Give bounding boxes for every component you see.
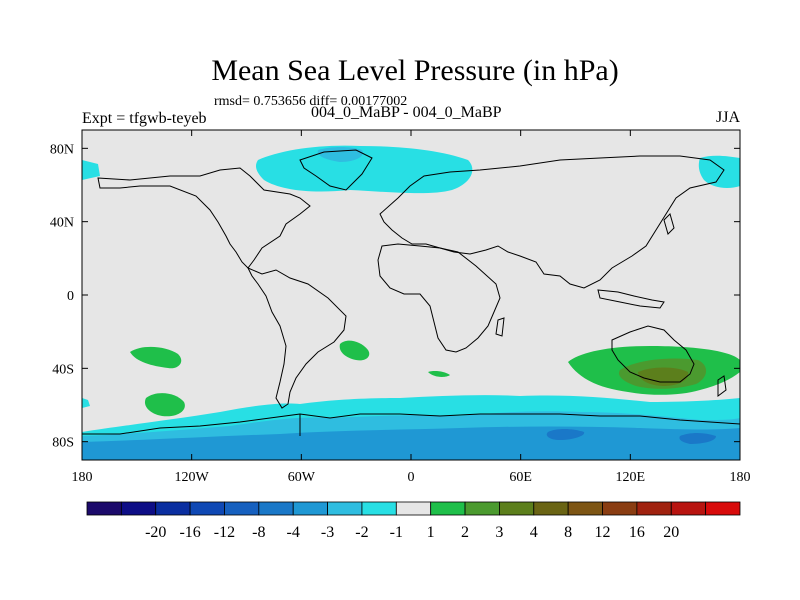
colorbar-swatch — [120, 501, 157, 516]
colorbar-label: -4 — [287, 524, 300, 541]
colorbar-swatch — [224, 501, 260, 516]
colorbar-swatch — [567, 501, 603, 516]
colorbar-label: 12 — [595, 524, 611, 541]
colorbar-label: 2 — [461, 524, 469, 541]
colorbar-swatch — [533, 501, 569, 516]
y-tick-label: 80N — [50, 142, 74, 157]
colorbar-label: -2 — [355, 524, 368, 541]
colorbar-label: 4 — [530, 524, 538, 541]
x-tick-label: 60W — [288, 470, 316, 485]
x-tick-label: 60E — [509, 470, 532, 485]
region-south-atlantic-positive — [339, 340, 370, 361]
region-antarctic-deep-patch — [679, 433, 716, 444]
colorbar-label: 3 — [495, 524, 503, 541]
region-south-pacific-positive-b — [144, 393, 185, 417]
x-axis: 180 120W 60W 0 60E 120E 180 — [72, 130, 751, 485]
y-tick-label: 40N — [50, 216, 74, 231]
y-tick-label: 0 — [67, 289, 74, 304]
colorbar-swatch — [258, 501, 294, 516]
colorbar-swatch — [636, 501, 672, 516]
x-tick-label: 120W — [175, 470, 210, 485]
colorbar-swatch — [155, 501, 191, 516]
region-bering-negative — [82, 160, 100, 180]
colorbar-swatch — [705, 501, 741, 516]
x-tick-label: 180 — [730, 470, 751, 485]
colorbar-swatch — [361, 501, 397, 516]
colorbar-swatch — [395, 501, 432, 516]
region-south-pacific-positive-a — [130, 346, 182, 369]
colorbar-label: 20 — [663, 524, 679, 541]
colorbar-swatch — [464, 501, 500, 516]
map-area — [82, 130, 740, 460]
y-tick-label: 40S — [52, 362, 74, 377]
colorbar: -20 -16 -12 -8 -4 -3 -2 -1 1 2 3 4 8 12 16 20 — [86, 501, 741, 541]
region-australia-inner — [638, 367, 689, 386]
x-tick-label: 120E — [616, 470, 646, 485]
colorbar-label: 1 — [427, 524, 435, 541]
experiment-difference-label: 004_0_MaBP - 004_0_MaBP — [311, 104, 502, 121]
colorbar-label: -20 — [145, 524, 166, 541]
colorbar-label: 16 — [629, 524, 645, 541]
region-arctic-negative — [256, 145, 473, 194]
region-greenland-sea-negative — [698, 155, 740, 188]
colorbar-swatch — [327, 501, 363, 516]
colorbar-swatch — [602, 501, 638, 516]
colorbar-label: -12 — [214, 524, 235, 541]
colorbar-label: -16 — [179, 524, 200, 541]
colorbar-label: -8 — [252, 524, 265, 541]
x-tick-label: 0 — [408, 470, 415, 485]
colorbar-swatch — [189, 501, 225, 516]
coastlines — [82, 149, 740, 436]
colorbar-swatch — [86, 501, 122, 516]
experiment-label: Expt = tfgwb-teyeb — [82, 110, 207, 127]
colorbar-swatch — [670, 501, 707, 516]
colorbar-swatch — [292, 501, 328, 516]
colorbar-label: 8 — [564, 524, 572, 541]
region-antarctic-deep-patch — [546, 429, 585, 440]
region-southern-ocean-negative — [82, 398, 90, 408]
colorbar-label: -1 — [390, 524, 403, 541]
season-label: JJA — [716, 109, 741, 126]
y-axis: 80N 40N 0 40S 80S — [50, 142, 740, 451]
chart-title: Mean Sea Level Pressure (in hPa) — [211, 54, 619, 87]
region-south-atlantic-small — [428, 371, 450, 377]
colorbar-swatch — [499, 501, 535, 516]
rmsd-label: rmsd= 0.753656 diff= 0.00177002 — [214, 94, 408, 109]
colorbar-swatch — [430, 501, 466, 516]
colorbar-label: -3 — [321, 524, 334, 541]
x-tick-label: 180 — [72, 470, 93, 485]
y-tick-label: 80S — [52, 436, 74, 451]
